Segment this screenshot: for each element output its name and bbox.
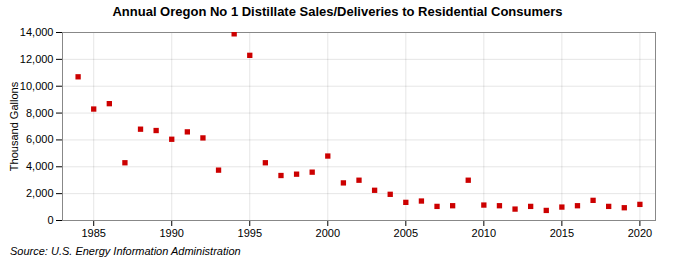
svg-text:0: 0 — [47, 214, 53, 226]
svg-text:4,000: 4,000 — [26, 160, 54, 172]
svg-text:1990: 1990 — [159, 227, 183, 239]
svg-text:Thousand Gallons: Thousand Gallons — [8, 81, 20, 171]
svg-text:2,000: 2,000 — [26, 187, 54, 199]
svg-text:1985: 1985 — [81, 227, 105, 239]
svg-text:2000: 2000 — [316, 227, 340, 239]
html-text:Annual Oregon No 1 Distillate: Annual Oregon No 1 Distillate Sales/Deli… — [112, 4, 563, 19]
svg-text:12,000: 12,000 — [20, 53, 54, 65]
svg-text:14,000: 14,000 — [20, 26, 54, 38]
svg-text:2005: 2005 — [394, 227, 418, 239]
svg-text:8,000: 8,000 — [26, 107, 54, 119]
svg-text:2015: 2015 — [550, 227, 574, 239]
svg-text:6,000: 6,000 — [26, 133, 54, 145]
html-text:Source: U.S. Energy Informatio: Source: U.S. Energy Information Administ… — [10, 245, 241, 257]
svg-text:10,000: 10,000 — [20, 80, 54, 92]
svg-text:1995: 1995 — [238, 227, 262, 239]
svg-text:2020: 2020 — [628, 227, 652, 239]
svg-text:2010: 2010 — [472, 227, 496, 239]
